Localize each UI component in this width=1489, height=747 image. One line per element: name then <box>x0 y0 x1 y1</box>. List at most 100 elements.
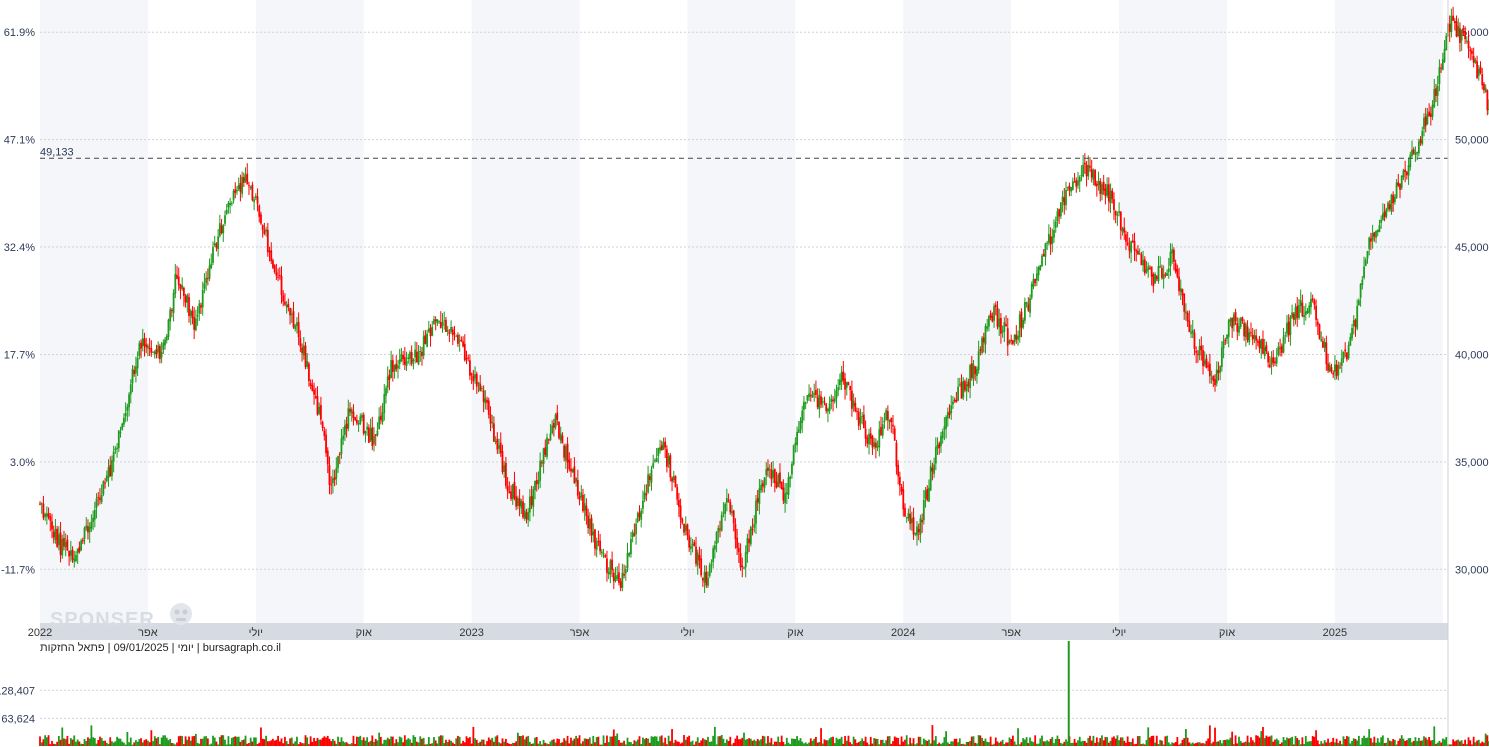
candle-body <box>1116 214 1119 216</box>
volume-bar <box>1243 742 1246 746</box>
candle-body <box>1063 197 1066 206</box>
volume-bar <box>181 736 184 746</box>
candle-body <box>107 467 110 479</box>
candle-body <box>530 496 533 506</box>
volume-bar <box>179 735 182 746</box>
candle-body <box>1484 87 1487 92</box>
volume-bar <box>1363 735 1365 746</box>
candle-body <box>715 532 718 545</box>
candle-body <box>1075 180 1078 187</box>
volume-bar <box>993 743 995 746</box>
volume-bar <box>1443 739 1446 746</box>
candle-body <box>446 329 449 332</box>
candle-body <box>355 419 358 424</box>
volume-bar <box>155 738 158 746</box>
candle-body <box>751 529 754 531</box>
volume-bar <box>666 744 668 746</box>
candle-body <box>1417 141 1420 154</box>
volume-bar <box>1046 740 1049 746</box>
volume-bar <box>355 736 358 746</box>
volume-bar <box>931 725 934 746</box>
volume-bar <box>1171 742 1174 746</box>
candle-body <box>895 442 898 467</box>
candle-body <box>1280 345 1283 353</box>
candle-body <box>1107 184 1110 202</box>
volume-bar <box>1042 741 1045 746</box>
candle-body <box>654 460 656 462</box>
x-tick-label: אפר <box>138 627 158 639</box>
candle-body <box>859 417 862 424</box>
volume-bar <box>575 735 578 746</box>
volume-bar <box>176 742 178 746</box>
candle-body <box>996 307 999 327</box>
volume-bar <box>205 736 208 746</box>
volume-bar <box>898 744 901 746</box>
candle-body <box>645 493 648 496</box>
candle-body <box>1056 211 1059 222</box>
candle-body <box>568 459 571 470</box>
candle-body <box>1479 66 1482 73</box>
volume-bar <box>131 744 134 746</box>
candle-body <box>1340 358 1343 366</box>
volume-bar <box>919 736 922 746</box>
volume-bar <box>123 742 125 746</box>
volume-bar <box>933 740 936 746</box>
candle-body <box>76 548 79 554</box>
volume-bar <box>309 736 312 746</box>
candle-body <box>862 414 865 429</box>
volume-bar <box>761 735 764 746</box>
candle-body <box>1412 149 1415 154</box>
volume-bar <box>1424 737 1427 746</box>
candle-body <box>292 311 295 328</box>
candle-body <box>612 572 615 582</box>
candle-body <box>1094 169 1097 186</box>
volume-bar <box>516 732 519 746</box>
volume-bar <box>206 738 209 746</box>
volume-bar <box>667 735 670 746</box>
volume-bar <box>503 741 506 746</box>
y-right-tick-label: 45,000 <box>1455 242 1489 254</box>
volume-bar <box>361 740 363 746</box>
volume-bar <box>45 737 48 746</box>
volume-bar <box>1095 737 1098 746</box>
candle-body <box>542 448 545 465</box>
candle-body <box>499 442 502 454</box>
volume-bar <box>109 737 112 746</box>
volume-bar <box>1320 741 1323 746</box>
candle-body <box>595 541 598 550</box>
volume-bar <box>160 737 163 746</box>
candle-body <box>780 481 783 490</box>
volume-bar <box>71 739 74 746</box>
candle-body <box>398 359 401 364</box>
candle-body <box>400 354 403 362</box>
x-axis-band <box>40 623 1448 640</box>
volume-bar <box>1399 738 1401 746</box>
candle-body <box>1274 361 1276 364</box>
volume-bar <box>81 744 84 746</box>
volume-bar <box>1304 735 1307 746</box>
candle-body <box>1334 364 1336 373</box>
candle-body <box>54 529 57 541</box>
candle-body <box>1137 250 1139 255</box>
candle-body <box>272 260 274 268</box>
candle-body <box>912 517 915 535</box>
volume-bar <box>1239 741 1242 746</box>
volume-bar <box>446 742 449 746</box>
candle-body <box>1001 330 1004 333</box>
volume-bar <box>1065 739 1067 746</box>
candle-body <box>1440 67 1443 69</box>
volume-bar <box>1330 741 1333 746</box>
candle-body <box>1402 170 1405 178</box>
volume-bar <box>539 740 542 746</box>
candle-body <box>914 532 917 534</box>
volume-bar <box>208 744 211 746</box>
candle-body <box>59 532 62 555</box>
volume-bar <box>914 744 917 746</box>
volume-bar <box>522 735 524 746</box>
volume-bar <box>679 743 682 746</box>
volume-bar <box>1143 744 1146 746</box>
volume-bar <box>443 743 446 746</box>
volume-bar <box>561 742 564 746</box>
volume-bar <box>1167 742 1170 746</box>
volume-bar <box>426 744 429 746</box>
